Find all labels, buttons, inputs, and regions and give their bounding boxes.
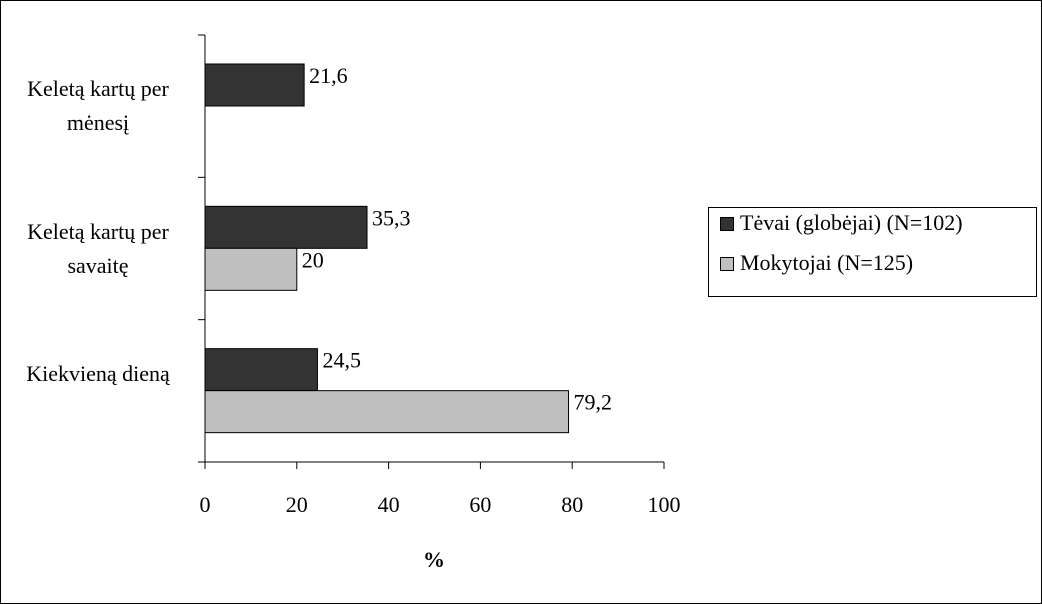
bar (204, 390, 570, 434)
x-axis-label: % (423, 547, 445, 572)
x-tick-label: 60 (469, 492, 491, 517)
legend-swatch (720, 257, 734, 271)
x-tick-label: 100 (648, 492, 681, 517)
y-tick-label: Keletą kartų per mėnesį (27, 76, 169, 136)
bar (204, 205, 368, 249)
y-tick-label: Keletą kartų per savaitę (27, 218, 169, 278)
x-tick-label: 0 (200, 492, 211, 517)
value-label: 21,6 (309, 63, 348, 88)
legend-label: Mokytojai (N=125) (740, 250, 913, 275)
bar (204, 247, 298, 291)
legend-label: Tėvai (globėjai) (N=102) (740, 210, 963, 235)
bar (204, 63, 305, 107)
x-tick-label: 80 (561, 492, 583, 517)
value-label: 20 (302, 247, 324, 272)
y-tick-label: Kiekvieną dieną (26, 360, 170, 386)
value-label: 79,2 (574, 390, 613, 415)
value-label: 35,3 (372, 205, 411, 230)
x-tick-label: 20 (286, 492, 308, 517)
legend-swatch (720, 217, 734, 231)
value-label: 24,5 (322, 348, 361, 373)
legend-box (708, 207, 1037, 297)
bar (204, 348, 318, 392)
x-tick-label: 40 (378, 492, 400, 517)
